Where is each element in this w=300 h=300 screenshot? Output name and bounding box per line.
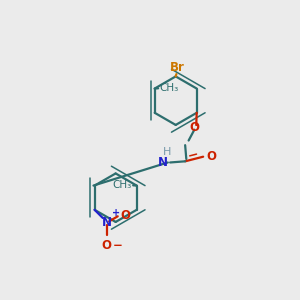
Text: N: N [158,156,168,169]
Text: H: H [163,147,171,157]
Text: O: O [189,121,200,134]
Text: −: − [112,239,122,252]
Text: O: O [120,209,130,222]
Text: CH₃: CH₃ [112,180,132,190]
Text: +: + [112,208,121,218]
Text: O: O [206,150,216,163]
Text: N: N [102,216,112,229]
Text: CH₃: CH₃ [160,83,179,93]
Text: Br: Br [169,61,184,74]
Text: O: O [101,239,111,252]
